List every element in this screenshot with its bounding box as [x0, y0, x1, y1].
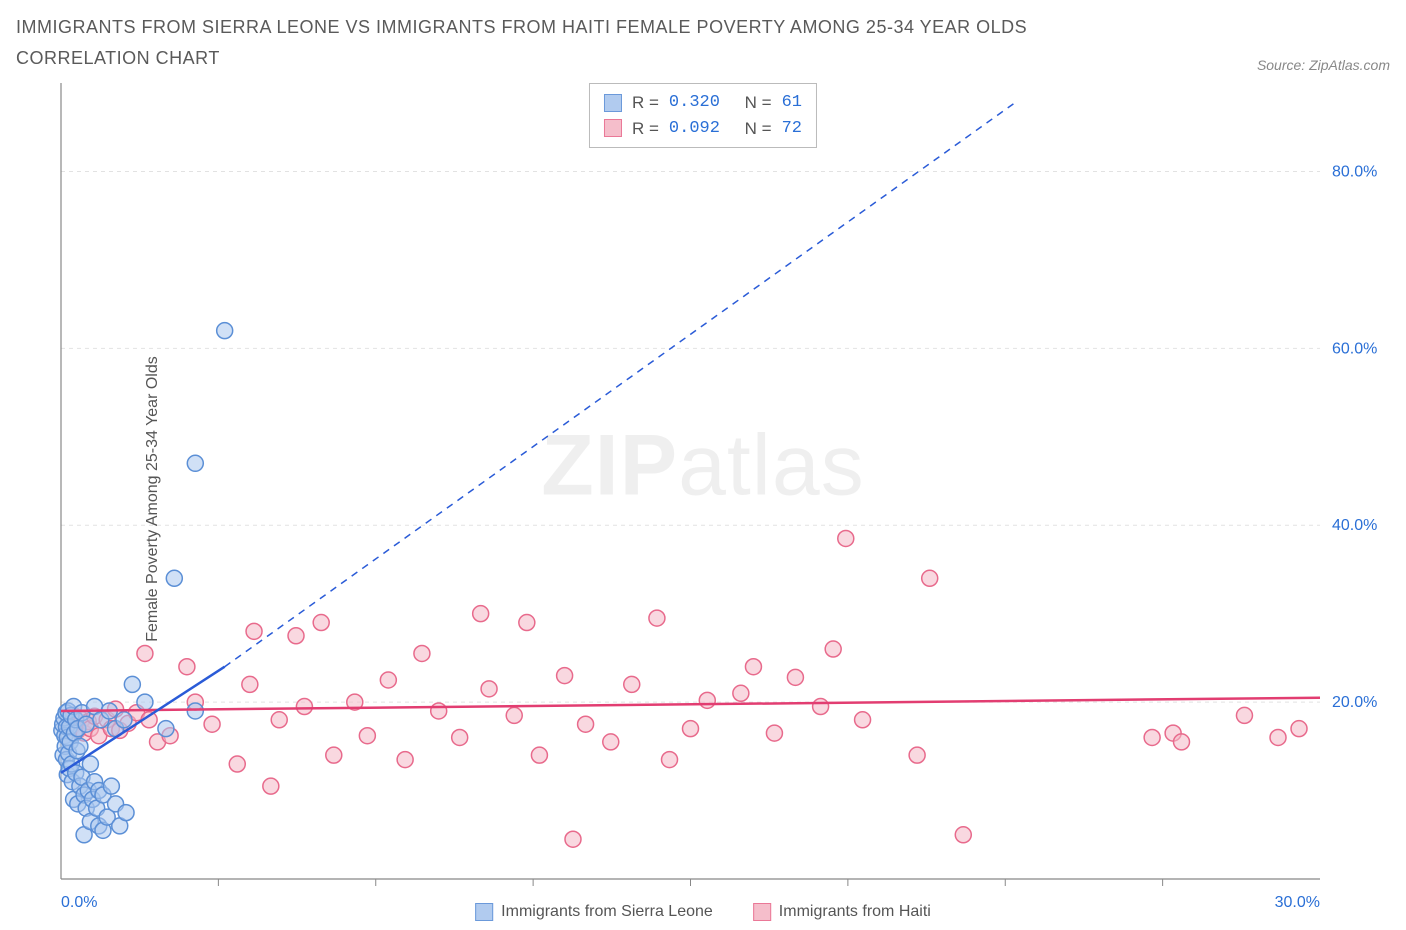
scatter-chart: 20.0% 40.0% 60.0% 80.0% 0.0% 30.0%	[16, 79, 1390, 919]
svg-text:60.0%: 60.0%	[1332, 341, 1377, 358]
stat-r-a: 0.320	[669, 90, 720, 116]
svg-text:30.0%: 30.0%	[1275, 894, 1320, 911]
legend-item-a: Immigrants from Sierra Leone	[475, 903, 713, 921]
svg-text:80.0%: 80.0%	[1332, 164, 1377, 181]
y-axis-label: Female Poverty Among 25-34 Year Olds	[144, 356, 162, 642]
chart-area: Female Poverty Among 25-34 Year Olds ZIP…	[16, 79, 1390, 919]
svg-text:20.0%: 20.0%	[1332, 694, 1377, 711]
swatch-series-a-icon	[475, 903, 493, 921]
stats-row-b: R = 0.092 N = 72	[604, 116, 802, 142]
chart-title: IMMIGRANTS FROM SIERRA LEONE VS IMMIGRAN…	[16, 12, 1116, 73]
swatch-series-b-icon	[753, 903, 771, 921]
source-label: Source: ZipAtlas.com	[1257, 57, 1390, 73]
svg-text:40.0%: 40.0%	[1332, 517, 1377, 534]
svg-text:0.0%: 0.0%	[61, 894, 97, 911]
bottom-legend: Immigrants from Sierra Leone Immigrants …	[475, 903, 931, 921]
stat-n-a: 61	[782, 90, 802, 116]
stat-r-b: 0.092	[669, 116, 720, 142]
legend-item-b: Immigrants from Haiti	[753, 903, 931, 921]
swatch-series-b	[604, 119, 622, 137]
stats-legend-box: R = 0.320 N = 61 R = 0.092 N = 72	[589, 83, 817, 148]
swatch-series-a	[604, 94, 622, 112]
stats-row-a: R = 0.320 N = 61	[604, 90, 802, 116]
stat-n-b: 72	[782, 116, 802, 142]
